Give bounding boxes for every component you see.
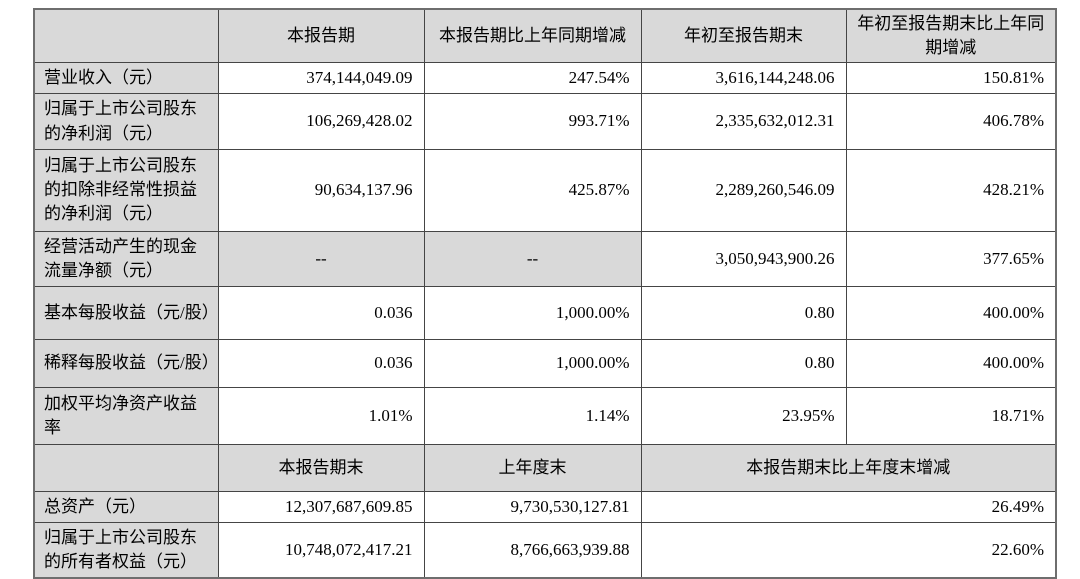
column-header-end-of-prior-year: 上年度末	[423, 443, 642, 492]
value-cell: 400.00%	[845, 338, 1057, 388]
value-cell-empty: --	[423, 230, 642, 287]
table-row-revenue: 营业收入（元） 374,144,049.09 247.54% 3,616,144…	[33, 62, 1057, 95]
value-cell: 0.036	[217, 285, 425, 340]
row-label: 基本每股收益（元/股）	[33, 285, 219, 340]
value-cell: 10,748,072,417.21	[217, 522, 425, 579]
column-header-current-period: 本报告期	[217, 8, 425, 64]
row-label: 加权平均净资产收益率	[33, 386, 219, 445]
value-cell: 9,730,530,127.81	[423, 490, 642, 524]
value-cell: 22.60%	[640, 522, 1057, 579]
row-label: 稀释每股收益（元/股）	[33, 338, 219, 388]
table-row-weighted-avg-roe: 加权平均净资产收益率 1.01% 1.14% 23.95% 18.71%	[33, 386, 1057, 445]
value-cell: 150.81%	[845, 62, 1057, 95]
value-cell: 12,307,687,609.85	[217, 490, 425, 524]
value-cell: 400.00%	[845, 285, 1057, 340]
table-row-basic-eps: 基本每股收益（元/股） 0.036 1,000.00% 0.80 400.00%	[33, 285, 1057, 340]
table-row-net-profit: 归属于上市公司股东的净利润（元） 106,269,428.02 993.71% …	[33, 93, 1057, 150]
value-cell: 406.78%	[845, 93, 1057, 150]
value-cell: 1.01%	[217, 386, 425, 445]
section2-header-row: 本报告期末 上年度末 本报告期末比上年度末增减	[33, 443, 1057, 492]
corner-cell	[33, 8, 219, 64]
corner-cell	[33, 443, 219, 492]
column-header-yoy-change: 本报告期比上年同期增减	[423, 8, 642, 64]
table-row-operating-cash-flow: 经营活动产生的现金流量净额（元） -- -- 3,050,943,900.26 …	[33, 230, 1057, 287]
value-cell: 428.21%	[845, 148, 1057, 232]
value-cell: 2,335,632,012.31	[640, 93, 847, 150]
value-cell: 2,289,260,546.09	[640, 148, 847, 232]
row-label: 经营活动产生的现金流量净额（元）	[33, 230, 219, 287]
row-label: 总资产（元）	[33, 490, 219, 524]
value-cell: 8,766,663,939.88	[423, 522, 642, 579]
value-cell: 247.54%	[423, 62, 642, 95]
value-cell: 374,144,049.09	[217, 62, 425, 95]
value-cell: 3,616,144,248.06	[640, 62, 847, 95]
value-cell: 3,050,943,900.26	[640, 230, 847, 287]
value-cell: 993.71%	[423, 93, 642, 150]
key-indicators-table: 本报告期 本报告期比上年同期增减 年初至报告期末 年初至报告期末比上年同期增减 …	[33, 8, 1057, 579]
column-header-ytd: 年初至报告期末	[640, 8, 847, 64]
financial-summary-table: 本报告期 本报告期比上年同期增减 年初至报告期末 年初至报告期末比上年同期增减 …	[33, 8, 1057, 579]
column-header-end-of-period: 本报告期末	[217, 443, 425, 492]
value-cell: 23.95%	[640, 386, 847, 445]
column-header-ytd-yoy-change: 年初至报告期末比上年同期增减	[845, 8, 1057, 64]
table-row-total-assets: 总资产（元） 12,307,687,609.85 9,730,530,127.8…	[33, 490, 1057, 524]
value-cell: 377.65%	[845, 230, 1057, 287]
value-cell: 18.71%	[845, 386, 1057, 445]
value-cell: 90,634,137.96	[217, 148, 425, 232]
row-label: 归属于上市公司股东的净利润（元）	[33, 93, 219, 150]
table-row-net-profit-excl-nonrecurring: 归属于上市公司股东的扣除非经常性损益的净利润（元） 90,634,137.96 …	[33, 148, 1057, 232]
value-cell: 1,000.00%	[423, 338, 642, 388]
value-cell: 425.87%	[423, 148, 642, 232]
table-row-shareholders-equity: 归属于上市公司股东的所有者权益（元） 10,748,072,417.21 8,7…	[33, 522, 1057, 579]
value-cell: 1.14%	[423, 386, 642, 445]
value-cell: 0.80	[640, 285, 847, 340]
row-label: 归属于上市公司股东的扣除非经常性损益的净利润（元）	[33, 148, 219, 232]
value-cell: 26.49%	[640, 490, 1057, 524]
value-cell: 106,269,428.02	[217, 93, 425, 150]
table-row-diluted-eps: 稀释每股收益（元/股） 0.036 1,000.00% 0.80 400.00%	[33, 338, 1057, 388]
value-cell-empty: --	[217, 230, 425, 287]
column-header-period-end-change: 本报告期末比上年度末增减	[640, 443, 1057, 492]
section1-header-row: 本报告期 本报告期比上年同期增减 年初至报告期末 年初至报告期末比上年同期增减	[33, 8, 1057, 64]
value-cell: 0.036	[217, 338, 425, 388]
value-cell: 1,000.00%	[423, 285, 642, 340]
row-label: 营业收入（元）	[33, 62, 219, 95]
row-label: 归属于上市公司股东的所有者权益（元）	[33, 522, 219, 579]
value-cell: 0.80	[640, 338, 847, 388]
